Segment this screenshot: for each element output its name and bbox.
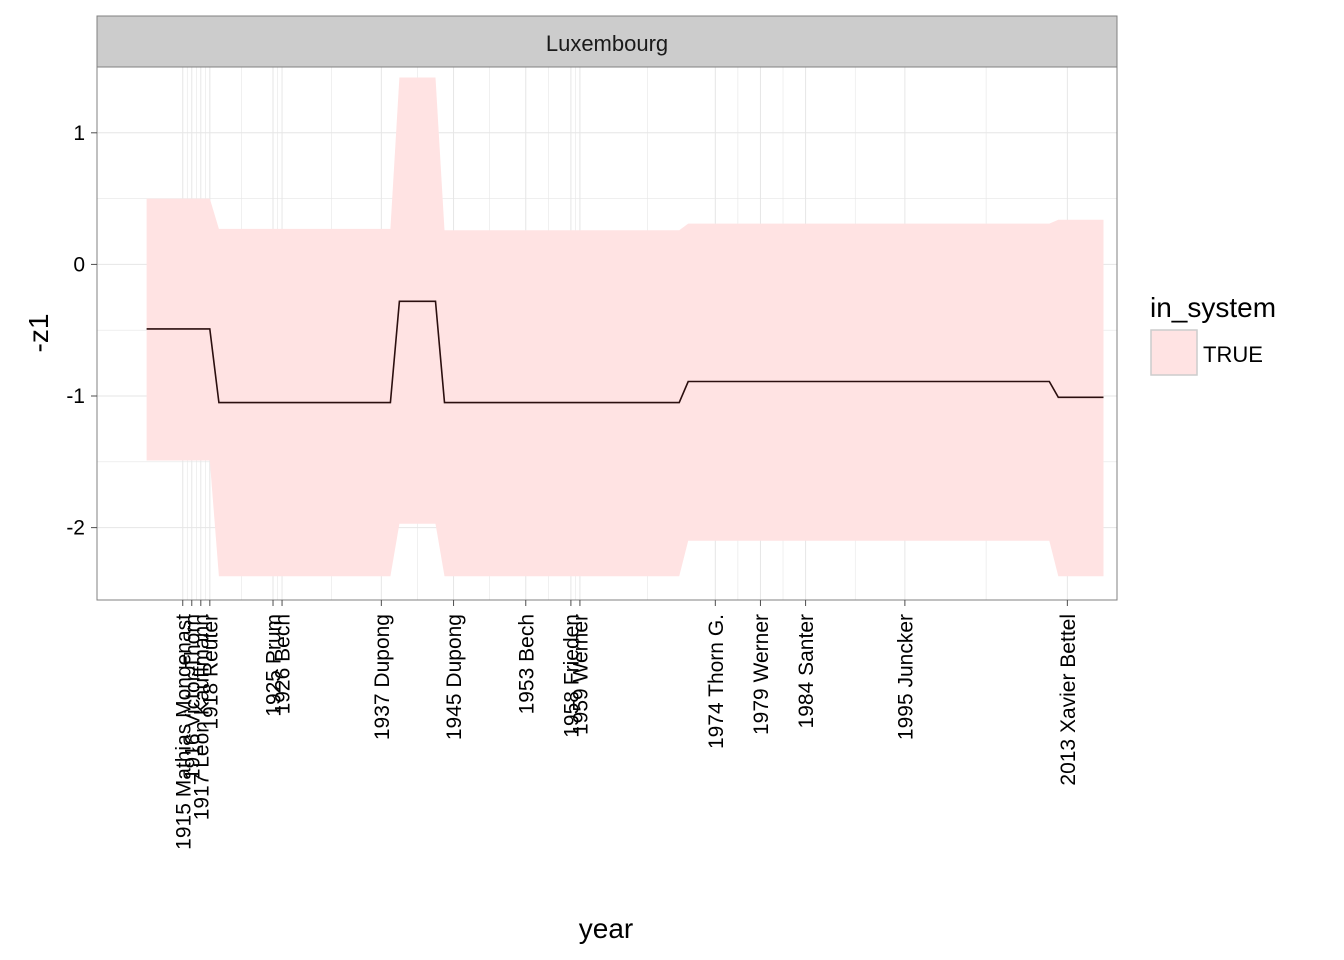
x-tick-label: 1953 Bech <box>515 614 538 714</box>
confidence-ribbon <box>146 77 1104 577</box>
x-tick-label: 1917 Léon Kauffmann <box>190 614 213 820</box>
y-tick-label: -1 <box>66 385 85 408</box>
y-tick-label: 1 <box>73 122 85 145</box>
x-tick-label: 1984 Santer <box>795 614 818 728</box>
x-tick-label: 1945 Dupong <box>443 614 466 740</box>
x-tick-label: 1979 Werner <box>750 614 773 735</box>
y-tick-label: 0 <box>73 253 85 276</box>
x-tick-label: 1925 Prum <box>263 614 286 717</box>
x-tick-label: 1959 Werner <box>569 614 592 735</box>
x-tick-label: 2013 Xavier Bettel <box>1057 614 1080 786</box>
facet-strip-label: Luxembourg <box>546 31 668 56</box>
legend-label-true: TRUE <box>1203 342 1263 367</box>
x-tick-label: 1916 Victor Thorn <box>181 614 204 780</box>
x-tick-label: 1915 Mathias Mongenast <box>172 614 195 850</box>
x-tick-label: 1926 Bech <box>272 614 295 714</box>
plot-border <box>96 66 1118 601</box>
y-axis: 1 0 -1 -2 <box>66 122 97 540</box>
x-tick-label: 1918 Reuter <box>199 614 222 730</box>
x-axis-title: year <box>579 913 633 944</box>
x-tick-label: 1958 Frieden <box>560 614 583 738</box>
legend-title: in_system <box>1150 292 1276 323</box>
x-tick-label: 1995 Juncker <box>894 614 917 740</box>
series-line <box>146 300 1104 404</box>
y-tick-label: -2 <box>66 517 85 540</box>
x-tick-label: 1974 Thorn G. <box>705 614 728 749</box>
legend: in_system TRUE <box>1150 292 1276 376</box>
facet-strip <box>96 15 1118 68</box>
x-tick-label: 1937 Dupong <box>371 614 394 740</box>
y-axis-title: -z1 <box>23 314 54 353</box>
legend-key-true <box>1150 329 1198 376</box>
